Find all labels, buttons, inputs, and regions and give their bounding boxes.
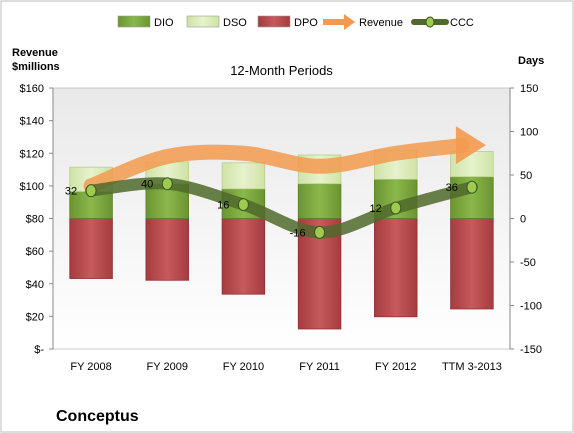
left-axis-tick-label: $40 [26,279,44,291]
bar-dpo [450,218,494,310]
x-axis-tick-label: FY 2008 [70,361,111,373]
legend-arrowhead-revenue [344,14,355,30]
legend-label-revenue: Revenue [359,17,403,29]
right-axis-tick-label: -50 [520,257,536,269]
right-axis-tick-label: 50 [520,170,532,182]
right-axis-tick-label: 100 [520,127,538,139]
revenue-arrowhead [455,126,486,165]
revenue-line [83,138,470,194]
bar-dpo [374,218,418,318]
ccc-data-label: 32 [65,186,77,198]
left-axis: $- $20 $40 $60 $80 $100 $120 $140 $160 [20,83,54,356]
left-axis-tick-label: $20 [26,311,44,323]
right-axis-tick-label: -150 [520,344,542,356]
legend-item-dio: DIO [117,15,174,29]
ccc-data-label: 16 [217,200,229,212]
ccc-data-label: -16 [290,227,306,239]
legend-item-ccc: CCC [411,16,474,29]
left-axis-tick-label: $120 [20,148,44,160]
left-axis-label-line1: Revenue [12,47,58,59]
right-axis-label: Days [518,55,544,67]
legend-marker-ccc [425,16,435,28]
left-axis-tick-label: $100 [20,181,44,193]
x-axis-tick-label: TTM 3-2013 [442,361,502,373]
right-axis-tick-label: -100 [520,301,542,313]
ccc-marker [390,201,402,215]
x-axis-tick-label: FY 2010 [223,361,264,373]
legend-label-dio: DIO [154,17,174,29]
x-axis: FY 2008 FY 2009 FY 2010 FY 2011 FY 2012 TTM 3… [70,361,501,373]
left-axis-label-line2: $millions [12,61,60,73]
bars [69,150,494,330]
ccc-marker [466,180,478,194]
chart-title: 12-Month Periods [230,63,333,78]
ccc-marker [85,184,97,198]
bar-dpo [69,218,113,279]
legend: DIO DSO DPO Revenue CCC [117,14,474,30]
left-axis-tick-label: $140 [20,116,44,128]
legend-swatch-dio [117,15,151,28]
legend-label-dpo: DPO [294,17,318,29]
legend-item-dpo: DPO [257,15,318,29]
left-axis-tick-label: $160 [20,83,44,95]
bar-dpo [221,218,266,295]
bar-dso [221,162,266,190]
x-axis-tick-label: FY 2009 [147,361,188,373]
legend-item-dso: DSO [186,15,247,29]
revenue-series [83,126,486,194]
left-axis-tick-label: $80 [26,214,44,226]
bar-dio [297,183,342,219]
x-axis-tick-label: FY 2012 [375,361,416,373]
legend-item-revenue: Revenue [323,14,403,30]
left-axis-tick-label: $60 [26,246,44,258]
ccc-data-label: 36 [446,182,458,194]
legend-swatch-dso [186,15,220,28]
ccc-marker [161,177,173,191]
x-axis-tick-label: FY 2011 [299,361,340,373]
ccc-marker [237,198,249,212]
right-axis-tick-label: 0 [520,214,526,226]
bar-dpo [145,218,189,281]
legend-label-ccc: CCC [450,17,474,29]
ccc-series: 32 40 16 -16 12 36 [65,177,478,239]
right-axis: -150 -100 -50 0 50 100 150 [509,83,542,356]
legend-swatch-dpo [257,15,291,28]
company-name: Conceptus [56,408,139,425]
left-axis-tick-label: $- [34,344,44,356]
ccc-data-label: 12 [370,203,382,215]
ccc-marker [314,225,326,239]
legend-label-dso: DSO [223,17,247,29]
ccc-data-label: 40 [141,179,153,191]
right-axis-tick-label: 150 [520,83,538,95]
